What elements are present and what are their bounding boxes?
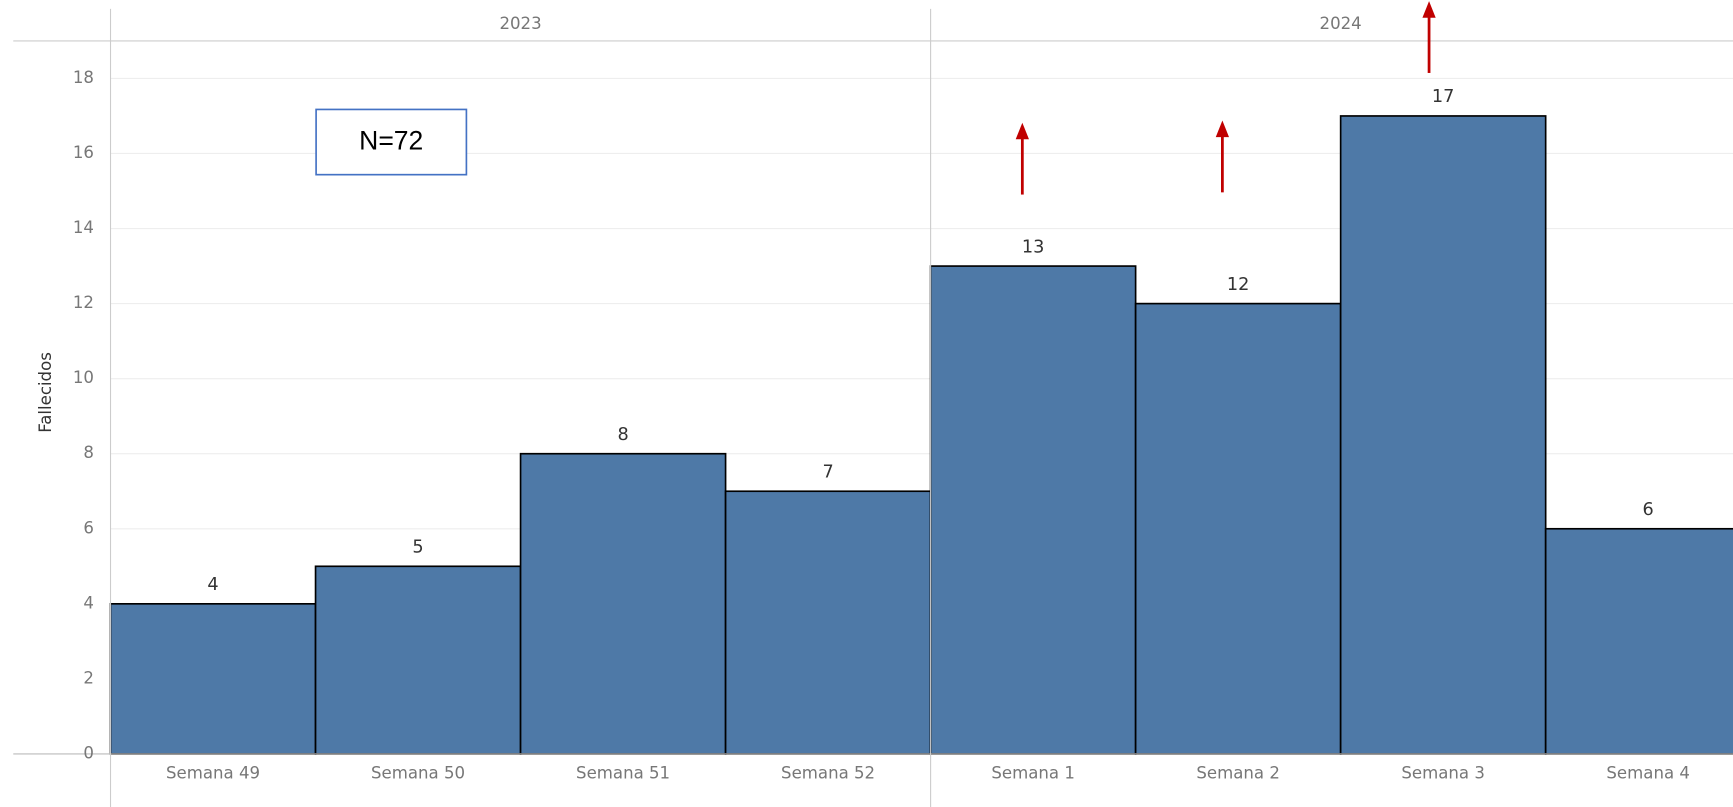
bar [929,265,1137,755]
annotation: N=72 [359,126,423,156]
value-label: 5 [412,538,423,558]
bar [314,565,522,755]
value-label: 6 [1643,500,1654,520]
y-tick-label: 6 [83,518,94,537]
x-tick-label: Semana 49 [166,763,260,782]
value-label: 13 [1022,237,1044,257]
bar [724,490,932,755]
x-tick-label: Semana 51 [576,763,670,782]
y-tick-label: 2 [83,668,94,687]
value-label: 17 [1432,87,1454,107]
value-label: 7 [822,462,833,482]
bar [1544,527,1733,755]
y-tick-label: 12 [73,293,94,312]
group-label: 2023 [499,14,541,33]
bar [519,452,727,755]
y-tick-label: 4 [83,593,94,612]
arrow-head [1422,1,1436,18]
bars [109,115,1733,755]
bar [1134,302,1342,755]
y-axis-label: Fallecidos [36,352,55,433]
x-tick-label: Semana 50 [371,763,465,782]
value-label: 12 [1227,275,1249,295]
y-tick-label: 16 [73,143,94,162]
x-tick-label: Semana 1 [991,763,1075,782]
y-tick-label: 18 [73,68,94,87]
y-tick-label: 10 [73,368,94,387]
x-tick-label: Semana 2 [1196,763,1280,782]
x-tick-label: Semana 52 [781,763,875,782]
arrow-head [1015,122,1029,140]
x-tick-label: Semana 3 [1401,763,1485,782]
y-tick-label: 8 [83,443,94,462]
value-label: 4 [207,575,218,595]
group-label: 2024 [1320,14,1362,33]
y-tick-label: 14 [73,218,94,237]
annotation-box [315,108,468,176]
x-tick-label: Semana 4 [1606,763,1690,782]
bar [1339,115,1547,755]
arrow-head [1215,120,1230,138]
y-tick-label: 0 [83,743,94,762]
bar [109,602,317,755]
value-label: 8 [617,425,628,445]
arrows [1015,1,1436,195]
